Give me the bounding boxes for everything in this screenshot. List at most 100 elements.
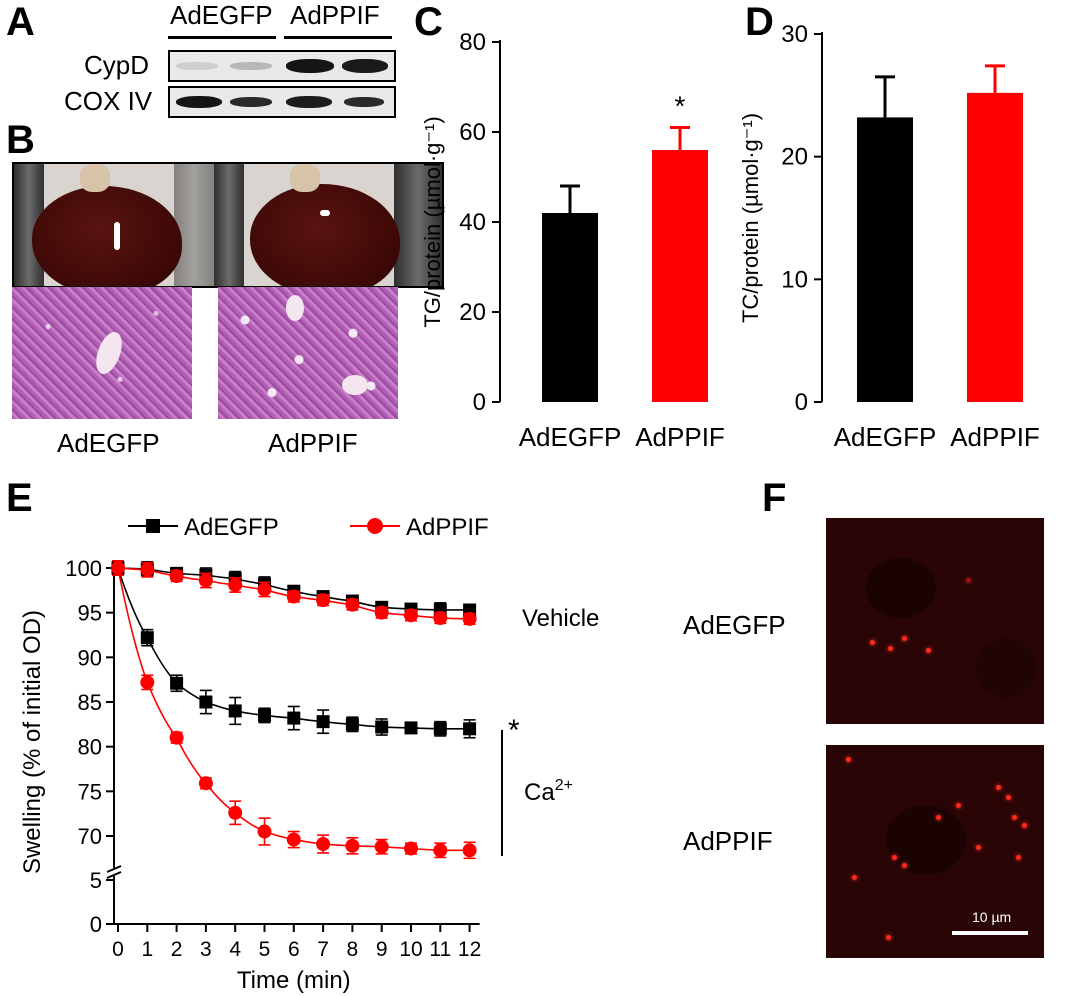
data-point-adppif xyxy=(111,561,125,575)
y-tick-label: 0 xyxy=(90,912,102,937)
y-axis-label: TG/protein (µmol·g⁻¹) xyxy=(420,116,445,327)
y-tick-label: 75 xyxy=(78,779,102,804)
y-tick-label: 90 xyxy=(78,645,102,670)
x-category-label: AdPPIF xyxy=(635,422,725,452)
x-tick-label: 11 xyxy=(429,938,451,961)
fluo-image-ppif: 10 µm xyxy=(826,745,1044,958)
histology-label-ppif: AdPPIF xyxy=(268,428,358,458)
x-axis-label: Time (min) xyxy=(237,967,351,994)
y-tick-label: 20 xyxy=(781,144,808,171)
fluo-label-ppif: AdPPIF xyxy=(683,826,773,856)
data-point-adegfp xyxy=(199,695,213,709)
data-point-adppif xyxy=(316,593,331,608)
western-strip-cox4 xyxy=(168,86,396,118)
x-category-label: AdEGFP xyxy=(834,422,937,452)
panel-label-d: D xyxy=(745,0,774,44)
panel-label-a: A xyxy=(6,0,35,44)
y-tick-label: 40 xyxy=(459,209,486,236)
axis-break xyxy=(106,871,122,879)
y-tick-label: 80 xyxy=(78,735,102,760)
data-point-adppif xyxy=(257,824,272,839)
data-point-adppif xyxy=(257,582,272,597)
y-axis-label: TC/protein (µmol·g⁻¹) xyxy=(740,113,763,323)
significance-star: * xyxy=(675,91,686,122)
bar-adegfp xyxy=(542,213,598,402)
data-point-adegfp xyxy=(375,720,389,734)
scale-bar-label: 10 µm xyxy=(972,909,1012,925)
data-point-adppif xyxy=(228,805,243,820)
liver-ppif xyxy=(250,184,400,286)
data-point-adppif xyxy=(169,569,184,584)
western-group2-label: AdPPIF xyxy=(290,0,380,30)
data-point-adppif xyxy=(404,608,418,623)
western-group1-line xyxy=(168,36,276,39)
histology-ppif xyxy=(218,287,398,419)
y-tick-label: 60 xyxy=(459,119,486,146)
x-tick-label: 2 xyxy=(171,938,183,961)
histology-egfp xyxy=(12,287,192,419)
panel-label-b: B xyxy=(6,118,35,162)
data-point-adegfp xyxy=(287,711,301,725)
data-point-adppif xyxy=(198,776,213,791)
vehicle-label: Vehicle xyxy=(522,605,599,632)
data-point-adppif xyxy=(228,577,243,592)
western-group2-line xyxy=(284,36,392,39)
data-point-adppif xyxy=(169,730,184,745)
western-strip-cypd xyxy=(168,50,396,82)
histology-label-egfp: AdEGFP xyxy=(57,428,160,458)
data-point-adppif xyxy=(433,611,448,626)
bar-adegfp xyxy=(857,117,913,402)
y-tick-label: 85 xyxy=(78,690,102,715)
data-point-adegfp xyxy=(345,717,359,731)
data-point-adegfp xyxy=(404,721,418,735)
x-tick-label: 4 xyxy=(229,938,241,961)
x-tick-label: 6 xyxy=(288,938,300,961)
scale-bar xyxy=(952,931,1028,935)
x-tick-label: 0 xyxy=(112,938,124,961)
y-tick-label: 70 xyxy=(78,824,102,849)
x-tick-label: 5 xyxy=(259,938,271,961)
tg-bar-chart: 0 20 40 60 80 TG/protein (µmol·g⁻¹) AdEGFP AdPP… xyxy=(420,30,725,452)
x-tick-label: 9 xyxy=(376,938,388,961)
x-tick-label: 10 xyxy=(399,938,422,961)
western-row2-label: COX IV xyxy=(64,86,153,116)
data-point-adppif xyxy=(286,832,301,847)
data-point-adppif xyxy=(345,597,360,612)
data-point-adegfp xyxy=(140,631,154,645)
x-category-label: AdPPIF xyxy=(950,422,1040,452)
axis-break xyxy=(106,865,122,873)
western-group1-label: AdEGFP xyxy=(170,0,273,30)
data-point-adegfp xyxy=(170,676,184,690)
data-point-adegfp xyxy=(228,704,242,718)
bar-adppif xyxy=(967,92,1023,402)
y-tick-label: 5 xyxy=(90,868,102,893)
data-point-adppif xyxy=(316,837,331,852)
data-point-adppif xyxy=(140,675,155,690)
liver-gross-photo xyxy=(12,162,444,288)
ca-label: Ca2+ xyxy=(524,777,573,806)
bar-adppif xyxy=(652,150,708,402)
y-tick-label: 30 xyxy=(781,21,808,48)
y-tick-label: 0 xyxy=(795,389,808,416)
x-tick-label: 8 xyxy=(347,938,359,961)
data-point-adppif xyxy=(140,562,155,577)
panel-label-f: F xyxy=(762,476,787,520)
data-point-adppif xyxy=(345,838,360,853)
fluo-image-egfp xyxy=(826,518,1044,724)
x-tick-label: 3 xyxy=(200,938,212,961)
tc-bar-chart: 0 10 20 30 TC/protein (µmol·g⁻¹) AdEGFP AdPPIF xyxy=(740,21,1040,452)
x-tick-label: 7 xyxy=(317,938,329,961)
legend-label-ppif: AdPPIF xyxy=(406,514,489,541)
data-point-adppif xyxy=(374,839,389,854)
x-category-label: AdEGFP xyxy=(519,422,622,452)
data-point-adppif xyxy=(462,843,477,858)
x-tick-label: 12 xyxy=(458,938,481,961)
panel-label-e: E xyxy=(6,476,33,520)
y-tick-label: 20 xyxy=(459,299,486,326)
y-axis-label: Swelling (% of initial OD) xyxy=(19,610,46,874)
x-tick-label: 1 xyxy=(141,938,153,961)
liver-egfp xyxy=(32,186,182,286)
data-point-adppif xyxy=(198,573,213,588)
data-point-adppif xyxy=(433,843,448,858)
significance-star: * xyxy=(508,714,520,747)
